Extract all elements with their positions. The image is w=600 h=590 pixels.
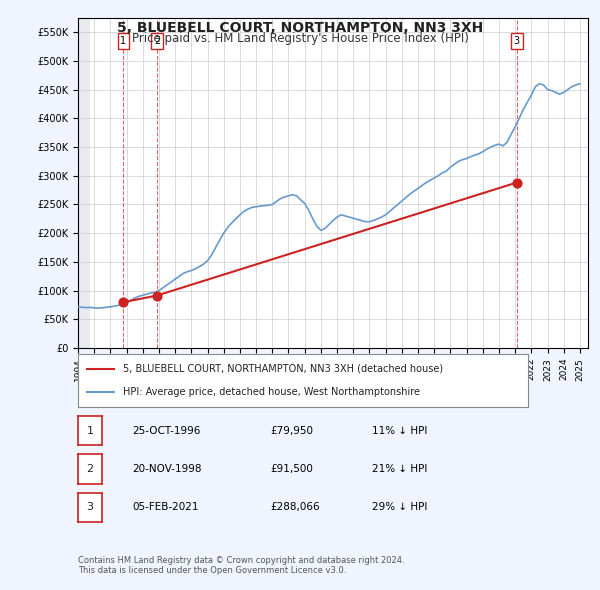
Text: 25-OCT-1996: 25-OCT-1996 [132, 426, 200, 435]
Text: Contains HM Land Registry data © Crown copyright and database right 2024.
This d: Contains HM Land Registry data © Crown c… [78, 556, 404, 575]
Bar [78, 18, 90, 348]
Point [152, 291, 162, 300]
Point [119, 297, 128, 307]
Text: £288,066: £288,066 [270, 503, 320, 512]
Text: 3: 3 [86, 503, 94, 512]
Text: £91,500: £91,500 [270, 464, 313, 474]
Text: Price paid vs. HM Land Registry's House Price Index (HPI): Price paid vs. HM Land Registry's House … [131, 32, 469, 45]
Text: 3: 3 [514, 36, 520, 46]
Text: 05-FEB-2021: 05-FEB-2021 [132, 503, 199, 512]
Text: 29% ↓ HPI: 29% ↓ HPI [372, 503, 427, 512]
Text: 1: 1 [86, 426, 94, 435]
Text: 5, BLUEBELL COURT, NORTHAMPTON, NN3 3XH: 5, BLUEBELL COURT, NORTHAMPTON, NN3 3XH [117, 21, 483, 35]
Text: 5, BLUEBELL COURT, NORTHAMPTON, NN3 3XH (detached house): 5, BLUEBELL COURT, NORTHAMPTON, NN3 3XH … [123, 364, 443, 374]
Point [512, 178, 521, 187]
Text: £79,950: £79,950 [270, 426, 313, 435]
Text: 20-NOV-1998: 20-NOV-1998 [132, 464, 202, 474]
Text: 2: 2 [154, 36, 160, 46]
Text: 2: 2 [86, 464, 94, 474]
Text: 21% ↓ HPI: 21% ↓ HPI [372, 464, 427, 474]
Text: HPI: Average price, detached house, West Northamptonshire: HPI: Average price, detached house, West… [123, 387, 420, 397]
Text: 1: 1 [121, 36, 127, 46]
Text: 11% ↓ HPI: 11% ↓ HPI [372, 426, 427, 435]
